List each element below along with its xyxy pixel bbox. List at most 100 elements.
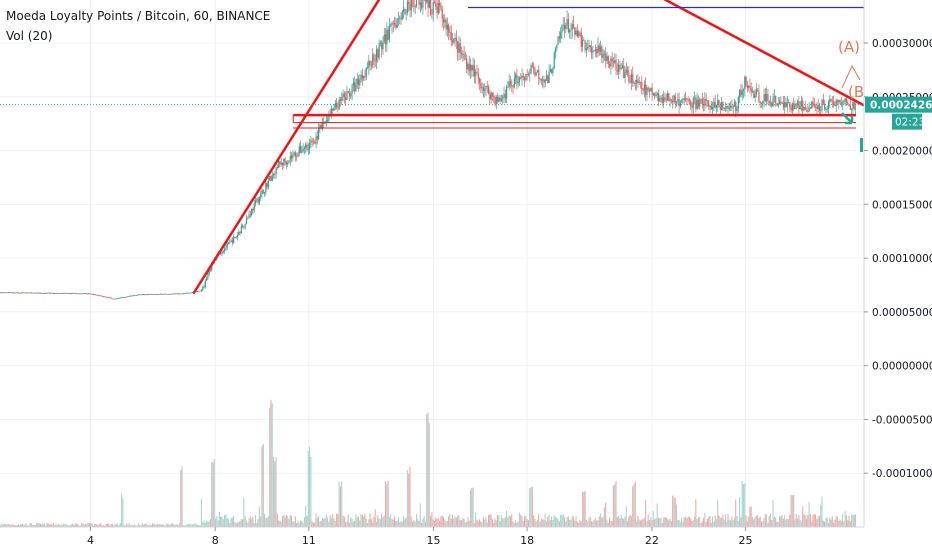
candle-body (47, 292, 49, 294)
volume-bar (41, 524, 43, 527)
candle-body (522, 75, 524, 78)
candle-body (104, 296, 106, 298)
volume-bar (829, 517, 831, 527)
volume-bar (789, 514, 791, 527)
price-axis-label: -0.00005000 (872, 414, 932, 426)
volume-bar (446, 520, 448, 527)
volume-bar (303, 516, 305, 527)
candle-body (834, 104, 836, 107)
symbol-title[interactable]: Moeda Loyalty Points / Bitcoin, 60, BINA… (6, 9, 271, 23)
candle-body (699, 99, 701, 107)
candle-body (372, 54, 374, 65)
candle-body (777, 103, 779, 106)
price-axis-bg (864, 0, 932, 527)
volume-bar (844, 510, 846, 527)
candle-body (490, 92, 492, 100)
price-axis-label: 0.00005000 (872, 307, 932, 319)
volume-bar (14, 525, 16, 527)
candle-body (126, 296, 128, 298)
candle-body (688, 99, 691, 101)
candle-body (647, 87, 649, 90)
volume-bar (193, 524, 195, 527)
candle-body (118, 297, 120, 299)
volume-bar (540, 518, 542, 527)
volume-indicator-label[interactable]: Vol (20) (6, 29, 53, 43)
volume-bar (284, 516, 286, 527)
volume-bar (659, 518, 661, 527)
volume-bar (200, 499, 202, 527)
volume-bar (231, 517, 233, 527)
volume-bar (795, 513, 797, 527)
volume-bar (336, 513, 338, 527)
volume-bar (535, 521, 537, 527)
volume-bar (82, 523, 84, 527)
candle-body (157, 294, 159, 296)
volume-bar (632, 486, 634, 527)
candle-body (186, 292, 188, 294)
candle-body (681, 100, 683, 103)
candle-body (475, 72, 477, 77)
volume-bar (581, 491, 584, 527)
candle-body (517, 82, 519, 84)
volume-bar (524, 515, 526, 527)
candle-body (453, 38, 455, 43)
volume-bar (136, 525, 138, 527)
volume-bar (370, 519, 372, 527)
candle-body (301, 151, 303, 153)
candle-body (160, 293, 163, 295)
candle-body (414, 6, 416, 8)
volume-bar (357, 516, 360, 527)
candle-body (472, 65, 474, 71)
volume-bar (623, 518, 625, 527)
candle-body (618, 64, 620, 72)
candle-body (178, 293, 181, 295)
candle-body (629, 81, 631, 83)
volume-bar (665, 517, 667, 527)
candle-body (339, 99, 342, 101)
candle-body (462, 53, 464, 55)
candle-body (633, 82, 635, 84)
volume-bar (114, 523, 116, 527)
volume-bar (252, 516, 254, 527)
volume-bar (445, 521, 447, 527)
candle-body (691, 106, 693, 108)
candle-body (171, 293, 173, 295)
volume-bar (10, 524, 12, 527)
candle-body (786, 102, 788, 107)
candle-body (705, 98, 707, 101)
candle-body (775, 96, 777, 104)
volume-bar (552, 520, 554, 527)
candle-body (754, 94, 756, 98)
candle-body (708, 100, 710, 107)
candle-body (196, 291, 199, 293)
candle-body (39, 292, 42, 294)
candle-body (588, 45, 590, 48)
volume-bar (130, 525, 132, 527)
volume-bar (168, 525, 170, 527)
volume-bar (46, 523, 48, 527)
candle-body (421, 2, 423, 8)
candle-body (748, 85, 750, 88)
volume-bar (221, 516, 223, 527)
candle-body (430, 0, 432, 14)
candle-body (109, 297, 111, 299)
candle-body (454, 37, 456, 39)
candle-body (851, 108, 853, 110)
volume-bar (791, 495, 793, 527)
volume-bar (338, 481, 340, 527)
volume-bar (422, 518, 424, 527)
candle-body (83, 293, 85, 295)
volume-bar (372, 522, 374, 527)
candle-body (294, 152, 297, 157)
candle-body (808, 107, 810, 112)
candle-body (328, 113, 330, 121)
candle-body (278, 161, 280, 168)
volume-bar (393, 516, 396, 527)
candle-body (593, 50, 595, 52)
candle-body (159, 293, 161, 295)
volume-bar (169, 524, 172, 527)
candle-body (833, 101, 835, 105)
candle-body (686, 98, 688, 100)
volume-bar (735, 499, 737, 527)
volume-bar (11, 524, 13, 527)
